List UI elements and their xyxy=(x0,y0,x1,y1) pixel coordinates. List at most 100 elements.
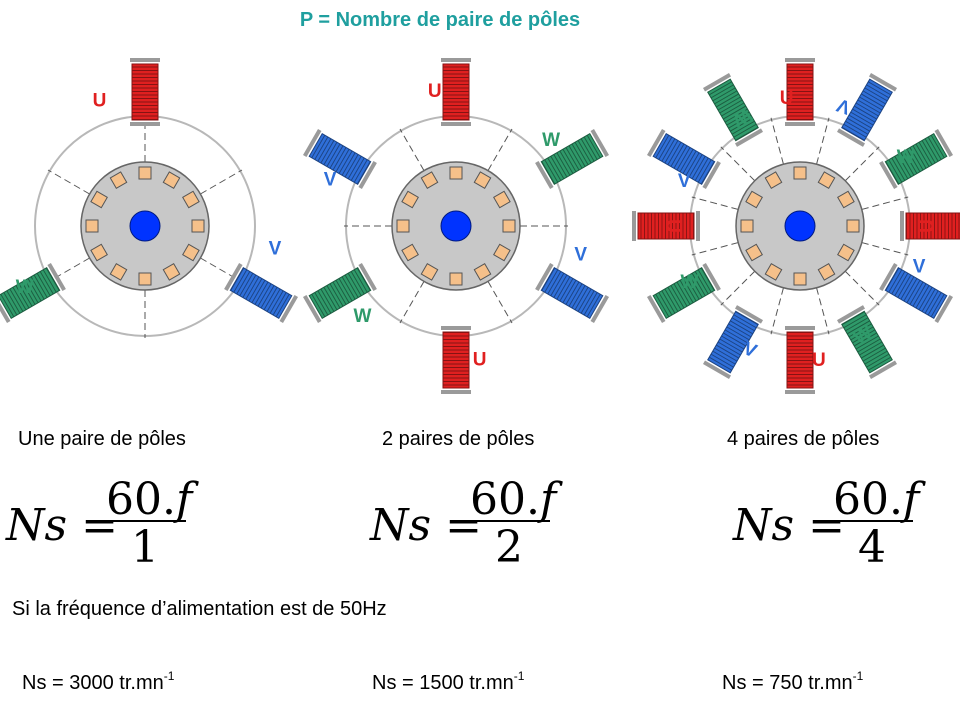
coil-winding xyxy=(568,283,583,307)
coil-winding xyxy=(924,290,939,314)
coil-winding xyxy=(311,135,326,158)
coil-winding xyxy=(541,161,556,185)
coil-winding xyxy=(682,278,697,302)
coil-winding xyxy=(553,274,568,298)
rotor-slot xyxy=(502,219,516,233)
coil-cap xyxy=(837,128,865,147)
coil-cap xyxy=(785,326,815,330)
coil-winding xyxy=(236,271,251,295)
field-axis-line xyxy=(770,287,784,335)
rotor-slot xyxy=(493,243,511,262)
coil-w xyxy=(303,263,377,323)
rotor-slot xyxy=(182,190,200,209)
rotor-slot xyxy=(138,166,152,180)
coil-cap xyxy=(879,263,898,291)
coil-winding xyxy=(735,311,759,326)
coil-winding xyxy=(260,285,275,309)
speed-result-text: Ns = 750 tr.mn xyxy=(722,672,853,694)
coil-u xyxy=(441,58,471,126)
coil-winding xyxy=(866,353,890,368)
coil-w xyxy=(647,263,721,323)
coil-winding xyxy=(676,281,691,305)
formula-frequency: f xyxy=(175,474,193,525)
phase-label-w: W xyxy=(542,130,560,151)
coil-winding xyxy=(694,271,709,295)
coil-v xyxy=(837,73,897,147)
coil-winding xyxy=(691,273,706,296)
speed-result-two-pole-pairs: Ns = 1500 tr.mn-1 xyxy=(372,669,524,695)
coil-winding xyxy=(586,294,601,317)
coil-winding xyxy=(33,274,48,298)
phase-label-u: U xyxy=(918,219,939,233)
coil-winding xyxy=(915,285,930,309)
coil-winding xyxy=(862,347,886,362)
coil-winding xyxy=(323,142,338,165)
coil-winding xyxy=(714,347,738,362)
phase-label-w: W xyxy=(897,147,915,168)
formula-frequency: f xyxy=(902,474,920,525)
rotor-slot xyxy=(493,190,511,209)
coil-winding xyxy=(42,269,57,293)
coil-cap xyxy=(703,73,731,92)
speed-result-exponent: -1 xyxy=(852,669,864,683)
coil-winding xyxy=(248,278,263,302)
coil-winding xyxy=(721,335,745,350)
coil-body xyxy=(652,267,716,319)
coil-body xyxy=(308,267,372,319)
coil-winding xyxy=(314,292,329,316)
coil-cap xyxy=(441,326,471,330)
coil-winding xyxy=(709,356,732,371)
rotor-slot xyxy=(109,263,128,281)
speed-result-exponent: -1 xyxy=(163,669,175,683)
rotor-slot xyxy=(182,243,200,262)
coil-body xyxy=(637,212,695,240)
coil-winding xyxy=(350,271,365,295)
coil-v xyxy=(224,263,298,323)
rotor-slot xyxy=(401,190,419,209)
coil-winding xyxy=(562,280,577,303)
coil-v xyxy=(303,129,377,189)
coil-winding xyxy=(21,281,36,305)
coil-u xyxy=(130,58,160,126)
coil-winding xyxy=(721,102,745,117)
coil-winding xyxy=(317,138,332,162)
coil-winding xyxy=(843,314,867,329)
rotor-slot xyxy=(191,219,205,233)
rotor-slot xyxy=(793,166,807,180)
coil-winding xyxy=(894,156,909,179)
coil-winding xyxy=(583,136,598,160)
coil-body xyxy=(786,331,814,389)
coil-winding xyxy=(841,311,865,326)
coil-winding xyxy=(731,120,755,135)
coil-winding xyxy=(559,278,574,302)
coil-v xyxy=(535,263,609,323)
coil-winding xyxy=(269,290,284,314)
coil-winding xyxy=(854,105,877,120)
coil-body xyxy=(707,78,759,142)
coil-body xyxy=(707,310,759,374)
formula-denominator: 2 xyxy=(495,522,523,573)
coil-body xyxy=(884,267,948,319)
coil-winding xyxy=(574,287,589,310)
coil-winding xyxy=(866,84,890,99)
coil-winding xyxy=(847,320,870,335)
formula-one-pole-pair: Ns = 60.f 1 xyxy=(6,474,192,574)
coil-winding xyxy=(9,288,24,312)
field-axis-line xyxy=(720,146,756,182)
coil-u xyxy=(441,326,471,394)
coil-winding xyxy=(353,159,368,183)
coil-winding xyxy=(45,267,60,291)
coil-cap xyxy=(696,211,700,241)
coil-winding xyxy=(850,111,874,126)
coil-body xyxy=(905,212,960,240)
coil-winding xyxy=(864,87,888,102)
coil-winding xyxy=(27,278,42,302)
coil-winding xyxy=(930,135,945,158)
coil-winding xyxy=(848,114,872,129)
field-axis-line xyxy=(720,270,756,306)
coil-cap xyxy=(735,128,763,147)
coil-cap xyxy=(647,129,666,157)
coil-cap xyxy=(441,58,471,62)
coil-v xyxy=(879,263,953,323)
coil-winding xyxy=(580,138,595,162)
